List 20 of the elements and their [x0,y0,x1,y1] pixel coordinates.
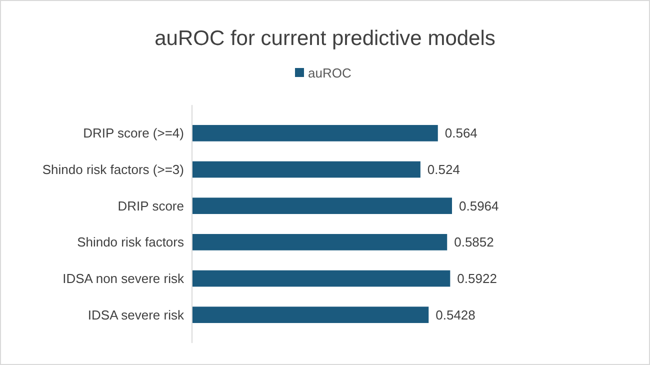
bar [192,124,438,142]
bar [192,161,420,178]
y-tick-label: IDSA non severe risk [62,271,184,286]
data-label: 0.5964 [459,198,499,214]
y-tick-label: Shindo risk factors (>=3) [42,162,184,178]
legend-label: auROC [308,66,352,81]
data-label: 0.524 [427,162,460,178]
y-tick-label: DRIP score [118,198,184,214]
y-tick-label: IDSA severe risk [88,307,184,322]
y-tick-label: DRIP score (>=4) [83,126,184,141]
bar [192,306,429,324]
bar [192,198,452,214]
bar [192,270,450,287]
bar [192,234,448,250]
data-label: 0.5428 [436,307,476,322]
chart-title: auROC for current predictive models [154,27,496,50]
data-label: 0.5922 [457,271,497,286]
y-tick-label: Shindo risk factors [77,234,184,250]
data-label: 0.564 [444,126,478,141]
data-label: 0.5852 [454,234,494,250]
